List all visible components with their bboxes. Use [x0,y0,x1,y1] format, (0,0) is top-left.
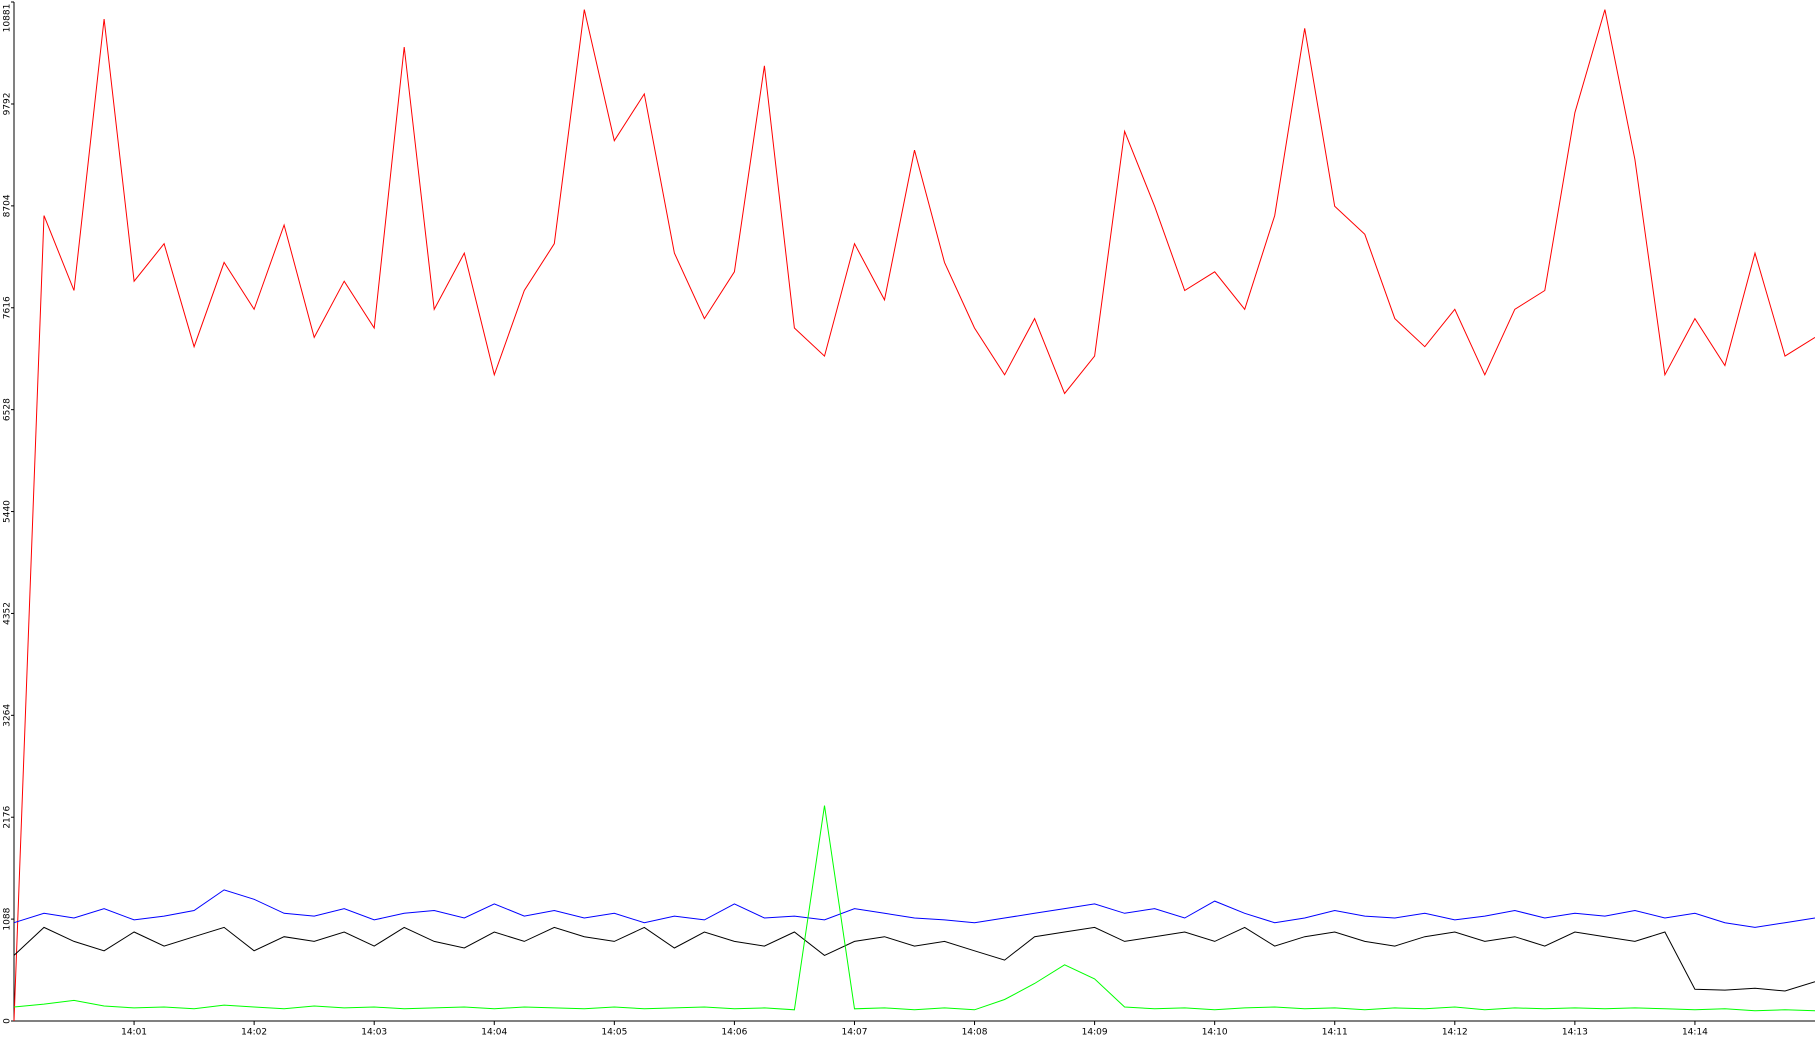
y-tick-label: 4352 [3,602,13,625]
y-tick-label: 1088 [3,907,13,930]
y-tick-label: 5440 [3,500,13,523]
y-tick-label: 8704 [3,194,13,217]
x-tick-label: 14:06 [721,1028,747,1038]
y-tick-label: 2176 [3,805,13,828]
x-tick-label: 14:03 [361,1028,387,1038]
y-tick-label: 7616 [3,296,13,319]
x-tick-label: 14:08 [962,1028,988,1038]
y-tick-label: 3264 [3,704,13,727]
x-tick-label: 14:01 [121,1028,147,1038]
x-tick-label: 14:02 [241,1028,267,1038]
y-tick-label: 6528 [3,398,13,421]
series-line [13,9,1815,1022]
x-tick-label: 14:09 [1082,1028,1108,1038]
series-line [13,889,1815,928]
x-tick-label: 14:12 [1442,1028,1468,1038]
x-tick-label: 14:10 [1202,1028,1228,1038]
y-tick-label: 9792 [3,93,13,116]
x-tick-label: 14:07 [841,1028,867,1038]
x-tick-label: 14:04 [481,1028,507,1038]
x-tick-label: 14:14 [1682,1028,1708,1038]
series-line [13,926,1815,992]
y-tick-label: 0 [3,1018,13,1024]
x-tick-label: 14:11 [1322,1028,1348,1038]
x-tick-label: 14:05 [601,1028,627,1038]
series-line [13,805,1815,1012]
y-tick-label: 10881 [3,4,13,33]
x-tick-label: 14:13 [1562,1028,1588,1038]
